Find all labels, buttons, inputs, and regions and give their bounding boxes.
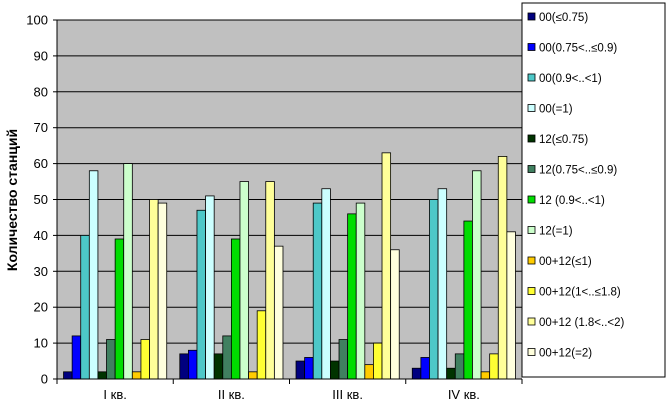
bar: [411, 367, 422, 380]
y-tick-label: 40: [34, 228, 48, 243]
legend-label: 00+12(≤1): [539, 256, 592, 268]
y-axis-label: Количество станций: [4, 129, 20, 271]
bar: [338, 339, 349, 380]
y-tick-label: 60: [34, 156, 48, 171]
legend-swatch: [527, 165, 536, 173]
bar: [239, 181, 249, 380]
y-tick-label: 10: [34, 336, 48, 351]
legend-swatch: [527, 134, 536, 143]
bar: [80, 234, 90, 380]
bar: [454, 353, 465, 380]
legend-swatch: [527, 195, 536, 204]
bar: [265, 181, 275, 380]
bar: [347, 213, 357, 380]
bar: [489, 353, 499, 380]
legend-label: 00+12(1<..≤1.8): [539, 287, 621, 299]
legend-swatch: [527, 317, 536, 326]
bar: [71, 335, 82, 380]
bar: [88, 170, 99, 380]
bar: [420, 357, 430, 380]
legend-label: 00(=1): [539, 104, 573, 116]
y-tick-label: 70: [34, 120, 48, 135]
legend-swatch: [527, 287, 536, 295]
bar: [273, 245, 284, 380]
bar: [446, 367, 456, 380]
x-tick-label: I кв.: [103, 387, 126, 402]
legend-swatch: [527, 43, 536, 51]
bar: [472, 170, 482, 380]
legend-swatch: [527, 12, 536, 21]
bar: [480, 371, 491, 380]
bar: [506, 231, 516, 380]
bar: [106, 339, 116, 380]
legend-label: 00+12 (1.8<..<2): [539, 317, 625, 329]
legend-label: 12(0.75<..≤0.9): [539, 165, 617, 177]
bar: [157, 202, 168, 380]
bar: [140, 339, 150, 380]
bar: [312, 202, 323, 380]
bar: [437, 188, 448, 380]
legend-swatch: [527, 73, 536, 82]
legend-swatch: [527, 226, 536, 234]
bar: [364, 364, 374, 380]
y-tick-label: 20: [34, 300, 48, 315]
legend-label: 00(0.75<..≤0.9): [539, 43, 617, 55]
bar: [230, 238, 241, 380]
legend-label: 00+12(=2): [539, 348, 592, 360]
legend-label: 12(≤0.75): [539, 134, 588, 146]
x-tick-label: III кв.: [332, 387, 363, 402]
bar: [179, 353, 189, 380]
legend-swatch: [527, 256, 536, 265]
bar: [131, 371, 142, 380]
x-tick-labels: I кв. II кв. III кв. IV кв.: [103, 387, 480, 402]
bar: [330, 360, 340, 380]
bar: [295, 360, 306, 380]
y-tick-label: 50: [34, 192, 48, 207]
y-tick-label: 30: [34, 264, 48, 279]
y-tick-label: 90: [34, 48, 48, 63]
bar: [463, 220, 473, 380]
bar: [373, 342, 383, 380]
bar: [497, 156, 508, 380]
bar: [304, 357, 314, 380]
bar: [222, 335, 232, 380]
axes: [53, 19, 523, 384]
legend-box: [521, 2, 666, 378]
legend-label: 12(=1): [539, 226, 573, 238]
legend-swatch: [527, 104, 536, 112]
x-tick-label: IV кв.: [448, 387, 480, 402]
bar: [355, 202, 366, 380]
legend: 00(≤0.75) 00(0.75<..≤0.9) 00(0.9<..<1) 00(=…: [521, 2, 666, 378]
y-tick-labels: 0 10 20 30 40 50 60 70 80 90 100: [26, 13, 48, 387]
bar: [381, 152, 392, 380]
gridlines: [57, 19, 522, 344]
bar: [213, 353, 224, 380]
bar: [390, 249, 400, 380]
y-tick-label: 100: [26, 13, 48, 28]
bar: [97, 371, 107, 380]
bar: [123, 163, 133, 380]
bars: [63, 152, 516, 380]
legend-label: 00(0.9<..<1): [539, 73, 602, 85]
bar: [187, 349, 198, 380]
x-tick-label: II кв.: [218, 387, 245, 402]
bar: [429, 199, 439, 380]
bar: [248, 371, 258, 380]
bar: [321, 188, 331, 380]
y-tick-label: 80: [34, 84, 48, 99]
y-tick-label: 0: [41, 372, 48, 387]
legend-swatch: [527, 348, 536, 356]
bar: [196, 209, 206, 380]
bar: [149, 199, 159, 380]
legend-label: 00(≤0.75): [539, 12, 588, 24]
legend-label: 12 (0.9<..<1): [539, 195, 605, 207]
bar: [114, 238, 125, 380]
bar: [205, 195, 215, 380]
bar: [256, 310, 267, 380]
bar: [63, 371, 73, 380]
